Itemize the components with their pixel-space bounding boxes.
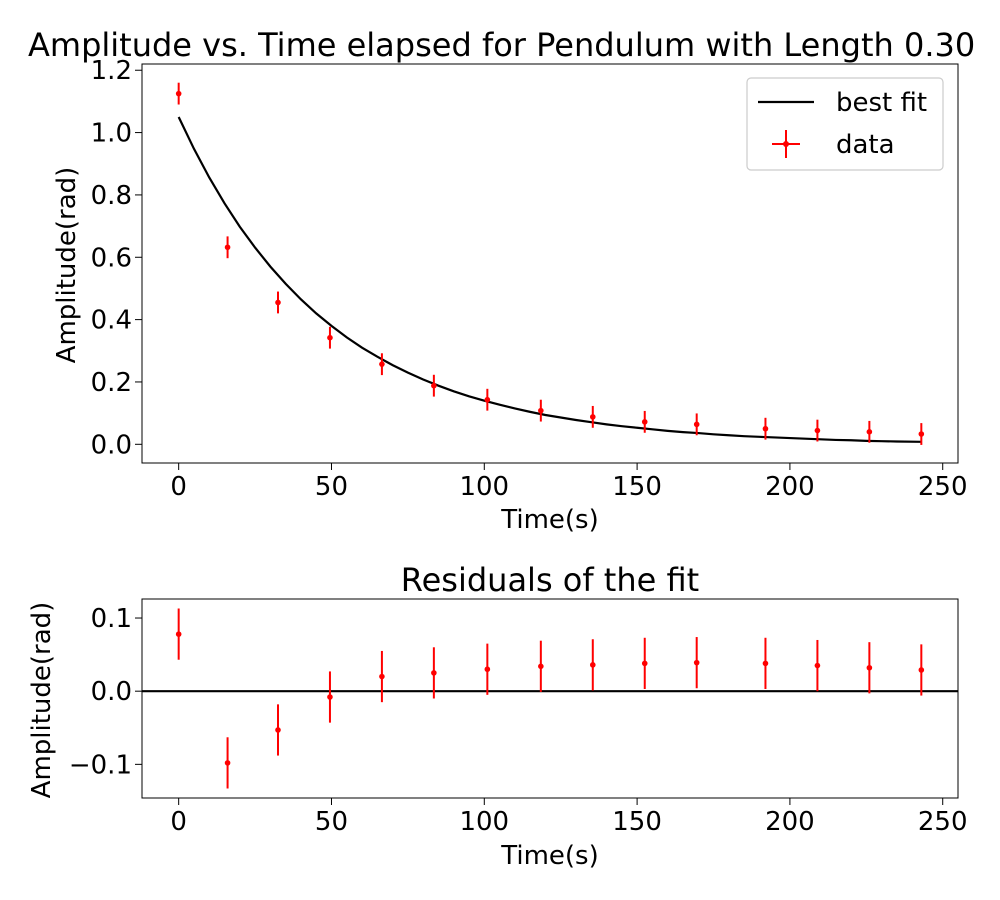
data-point (918, 667, 925, 673)
x-tick-label: 200 (765, 472, 815, 502)
x-tick-label: 50 (315, 472, 348, 502)
data-point (224, 760, 231, 766)
y-tick-label: 0.4 (91, 306, 132, 336)
amplitude-x-ticks: 0 50 100 150 200 250 (170, 463, 968, 502)
x-tick-label: 150 (612, 807, 662, 837)
data-point (275, 299, 281, 306)
y-tick-label: 0.2 (91, 368, 132, 398)
data-point (175, 631, 182, 637)
data-point (224, 244, 231, 251)
y-tick-label: 0.6 (91, 243, 132, 273)
amplitude-y-axis-label: Amplitude(rad) (52, 167, 82, 364)
data-point (762, 660, 769, 667)
legend-best-fit-label: best fit (836, 88, 927, 118)
data-point (275, 727, 281, 733)
data-point (693, 421, 700, 428)
y-tick-label: 0.8 (91, 181, 132, 211)
data-point (918, 431, 925, 437)
residuals-plot-area (141, 598, 959, 799)
data-point (379, 361, 385, 367)
x-tick-label: 250 (918, 472, 968, 502)
y-tick-label: −0.1 (69, 750, 132, 780)
y-tick-label: 0.0 (91, 677, 132, 707)
data-point (641, 419, 648, 425)
data-point (589, 662, 596, 668)
data-point (538, 407, 544, 414)
y-tick-label: 0.1 (91, 604, 132, 634)
amplitude-x-axis-label: Time(s) (500, 505, 598, 535)
legend-data-label: data (836, 130, 895, 160)
data-point (484, 396, 491, 403)
x-tick-label: 150 (612, 472, 662, 502)
data-point (866, 664, 873, 671)
y-tick-label: 1.2 (91, 56, 132, 86)
residuals-x-ticks: 0 50 100 150 200 250 (170, 798, 968, 837)
data-point (484, 666, 491, 673)
data-point (538, 663, 544, 670)
residuals-chart-title: Residuals of the fit (401, 561, 699, 599)
legend-data-swatch-marker (783, 141, 789, 147)
data-point (762, 425, 769, 432)
data-points-layer (175, 82, 925, 445)
y-tick-label: 1.0 (91, 119, 132, 149)
amplitude-chart: Amplitude vs. Time elapsed for Pendulum … (28, 26, 975, 535)
data-point (175, 90, 182, 97)
data-point (327, 334, 333, 341)
data-point (866, 429, 873, 435)
residuals-x-axis-label: Time(s) (500, 841, 598, 871)
best-fit-line (177, 116, 922, 443)
residuals-y-axis-label: Amplitude(rad) (27, 602, 57, 799)
legend: best fit data (746, 77, 944, 171)
data-point (431, 382, 437, 389)
data-point (641, 660, 648, 667)
best-fit-layer (177, 116, 922, 443)
data-point (589, 414, 596, 420)
data-point (379, 673, 385, 680)
data-point (814, 662, 821, 669)
x-tick-label: 100 (459, 472, 509, 502)
amplitude-plot-area (141, 63, 959, 464)
amplitude-y-ticks: 0.0 0.2 0.4 0.6 0.8 1.0 1.2 (91, 56, 142, 460)
x-tick-label: 0 (170, 472, 187, 502)
residuals-y-ticks: −0.1 0.0 0.1 (69, 604, 142, 780)
data-point (693, 659, 700, 666)
data-point (814, 427, 821, 434)
x-tick-label: 250 (918, 807, 968, 837)
x-tick-label: 200 (765, 807, 815, 837)
residuals-chart: Residuals of the fit 0 50 100 150 200 250 −0.… (27, 561, 968, 871)
y-tick-label: 0.0 (91, 430, 132, 460)
amplitude-chart-title: Amplitude vs. Time elapsed for Pendulum … (28, 26, 975, 64)
data-point (327, 694, 333, 700)
x-tick-label: 0 (170, 807, 187, 837)
x-tick-label: 50 (315, 807, 348, 837)
data-point (431, 670, 437, 676)
x-tick-label: 100 (459, 807, 509, 837)
residual-points-layer (175, 608, 925, 789)
